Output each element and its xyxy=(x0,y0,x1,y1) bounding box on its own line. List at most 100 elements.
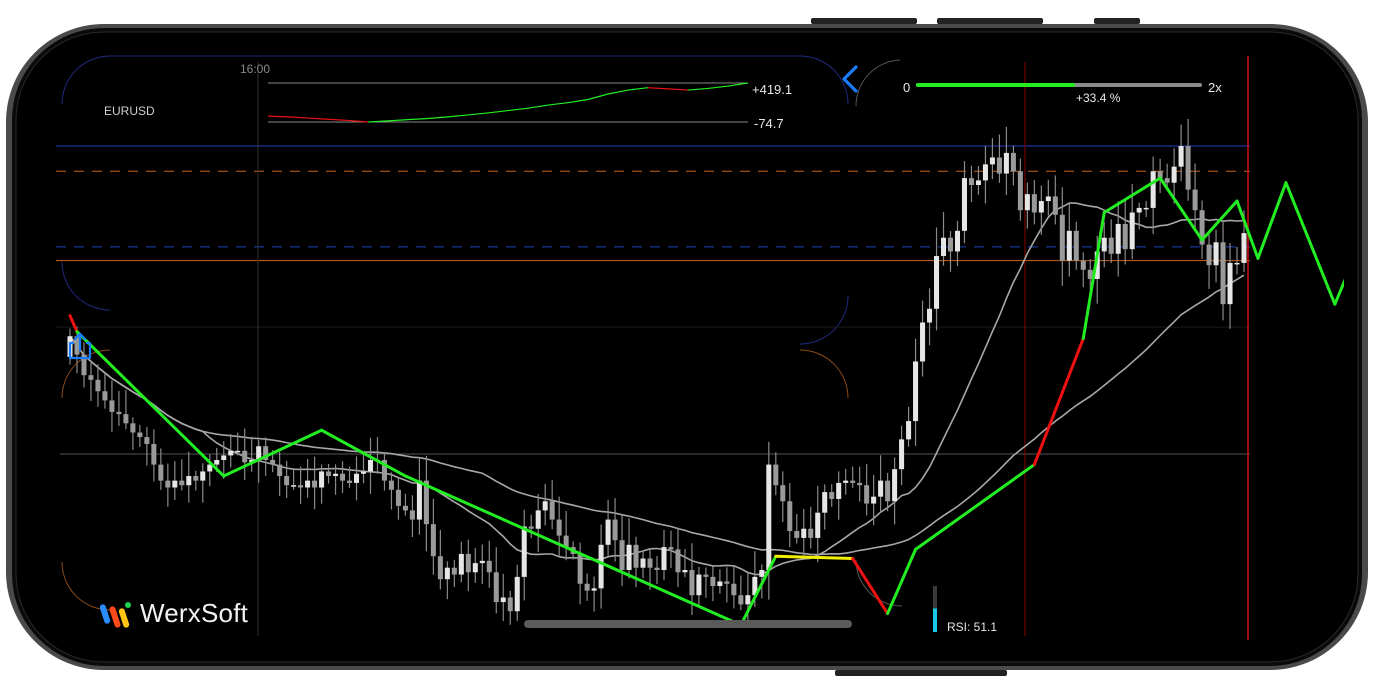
candle xyxy=(81,342,87,388)
candle xyxy=(479,544,485,585)
candle xyxy=(298,466,304,504)
pnl-segment xyxy=(267,115,289,118)
candle xyxy=(340,461,346,494)
candle xyxy=(353,456,360,501)
zigzag-segment xyxy=(1102,176,1162,214)
candle xyxy=(857,466,863,502)
pnl-segment xyxy=(307,117,329,120)
candle xyxy=(1059,187,1065,286)
candle xyxy=(500,573,506,622)
zigzag-segment xyxy=(1032,337,1085,467)
candle xyxy=(137,424,143,447)
candle xyxy=(165,463,171,507)
pnl-segment xyxy=(287,116,309,119)
back-button[interactable] xyxy=(836,62,866,96)
candle xyxy=(1220,221,1226,321)
candle xyxy=(913,338,919,447)
time-marker-label: 16:00 xyxy=(240,62,271,76)
candle xyxy=(333,464,339,495)
candle xyxy=(1031,179,1037,225)
candle xyxy=(640,550,646,579)
chart-screen[interactable] xyxy=(30,42,1363,654)
candle xyxy=(878,455,884,513)
candle xyxy=(968,165,974,203)
candle xyxy=(619,515,625,586)
zigzag-segment xyxy=(739,554,778,627)
zigzag-segment xyxy=(1200,199,1239,242)
candle xyxy=(605,499,611,556)
candle xyxy=(395,478,401,520)
pnl-segment xyxy=(707,85,729,90)
candle xyxy=(151,429,157,482)
candle xyxy=(109,380,115,432)
candle xyxy=(696,566,702,608)
pnl-segment xyxy=(387,119,409,122)
candle xyxy=(738,575,744,611)
candle xyxy=(1136,202,1142,230)
candle xyxy=(179,459,185,491)
zigzag-segment xyxy=(1333,236,1344,306)
home-indicator[interactable] xyxy=(524,620,852,628)
candle xyxy=(1073,221,1079,270)
candle xyxy=(940,212,947,266)
candle xyxy=(1122,199,1128,265)
candle xyxy=(1080,252,1086,288)
candle xyxy=(200,463,206,503)
pnl-segment xyxy=(327,118,349,122)
side-button xyxy=(835,670,1007,676)
candle xyxy=(563,510,569,561)
candle xyxy=(1017,158,1023,221)
candle xyxy=(1115,201,1121,277)
candle xyxy=(423,455,429,552)
candle xyxy=(1003,126,1009,195)
candle xyxy=(1066,203,1072,277)
candle xyxy=(193,470,199,491)
pnl-segment xyxy=(667,88,689,91)
candle xyxy=(864,464,870,516)
candle xyxy=(996,134,1002,183)
zigzag-segment xyxy=(68,314,79,334)
candle xyxy=(961,161,967,244)
candle xyxy=(1157,158,1163,193)
candle xyxy=(885,472,891,512)
candle xyxy=(130,417,136,450)
zigzag-segment xyxy=(886,547,918,616)
candle xyxy=(74,326,80,374)
candle xyxy=(661,529,667,581)
pnl-segment xyxy=(407,117,429,121)
candle xyxy=(906,406,912,447)
panel-arcs xyxy=(61,55,903,611)
candle xyxy=(892,457,898,525)
pnl-segment xyxy=(627,87,649,91)
candle xyxy=(95,364,101,407)
candle xyxy=(927,288,933,346)
rsi-gauge xyxy=(933,586,937,632)
candle xyxy=(1108,219,1114,264)
pnl-segment xyxy=(347,119,369,123)
zigzag-segment xyxy=(75,330,226,478)
candle xyxy=(1087,259,1093,290)
zigzag-segment xyxy=(222,428,324,478)
candle xyxy=(1185,118,1191,201)
rsi-label: RSI: 51.1 xyxy=(947,620,998,634)
candle xyxy=(367,437,374,494)
candle xyxy=(1143,201,1149,218)
candle xyxy=(934,227,940,331)
candle xyxy=(360,452,367,484)
zigzag-segment xyxy=(1158,176,1204,242)
brand-name: WerxSoft xyxy=(140,598,249,628)
share-icon xyxy=(68,332,92,360)
volume-button xyxy=(937,18,1043,24)
candle xyxy=(654,555,660,585)
candle xyxy=(675,527,681,588)
zigzag-segment xyxy=(1284,181,1337,306)
candlestick-series xyxy=(67,118,1247,625)
zigzag-segment xyxy=(320,428,407,478)
candle xyxy=(1045,179,1051,216)
candle xyxy=(88,363,94,402)
candle xyxy=(773,452,779,496)
zigzag-segment xyxy=(1081,211,1106,341)
share-button[interactable] xyxy=(64,330,96,362)
candle xyxy=(1227,242,1233,329)
